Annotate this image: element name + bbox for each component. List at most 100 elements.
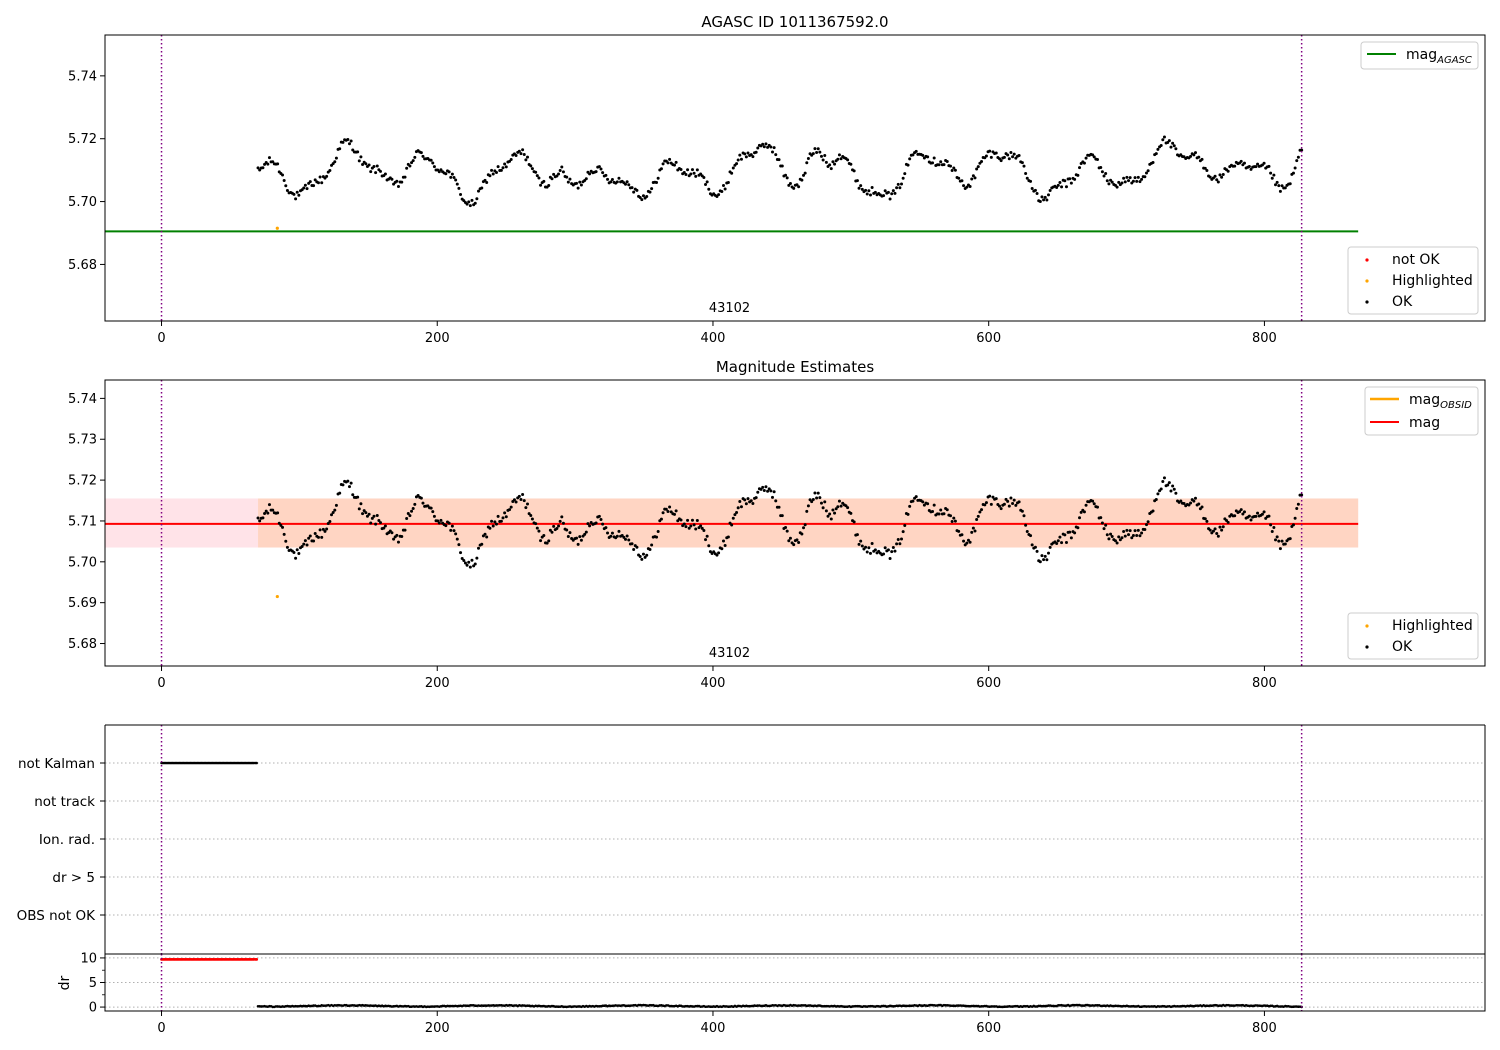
ok-point [1300,493,1304,497]
ok-point [774,499,778,503]
ok-point [1104,523,1108,527]
ok-point [374,171,378,175]
ok-point [846,158,850,162]
ok-point [1025,176,1029,180]
ok-point [1033,188,1037,192]
flagged-point [255,761,258,765]
ok-point [1197,502,1201,506]
ok-point [267,156,271,160]
ok-point [565,175,569,179]
ok-point [690,168,694,172]
ok-point [496,165,500,169]
ok-point [811,497,815,501]
y-tick-label: 5.69 [68,596,97,611]
ok-point [803,523,807,527]
ok-point [1215,531,1219,535]
ok-point [921,153,925,157]
ok-point [903,172,907,176]
ok-point [733,513,737,517]
ok-point [1216,534,1220,538]
ok-point [576,542,580,546]
ok-point [588,172,592,176]
ok-point [1293,516,1297,520]
ok-point [891,189,895,193]
ok-point [460,557,464,561]
ok-point [1045,198,1049,202]
legend-label-not-ok: not OK [1392,252,1440,268]
ok-point [542,179,546,183]
ok-point [1079,510,1083,514]
ok-point [1017,153,1021,157]
ok-point [452,176,456,180]
ok-point [1102,527,1106,531]
ok-point [672,163,676,167]
ok-point [774,153,778,157]
ok-point [413,502,417,506]
ok-point [813,491,817,495]
y-tick-label: 5.74 [68,392,97,407]
ok-point [772,490,776,494]
ok-point [976,514,980,518]
ok-point [282,178,286,182]
ok-point [645,553,649,557]
ok-point [1277,539,1281,543]
ok-point [576,186,580,190]
ok-point [558,519,562,523]
ok-point [815,496,819,500]
ok-point [617,176,621,180]
y-tick-label: 0 [89,1001,97,1016]
ok-point [1270,176,1274,180]
ok-point [1040,554,1044,558]
ok-point [1058,535,1062,539]
ok-point [939,160,943,164]
ok-point [468,565,472,569]
legend-marker-not-ok [1365,258,1369,262]
ok-point [829,167,833,171]
ok-point [893,191,897,195]
ok-point [1014,503,1018,507]
ok-point [467,200,471,204]
ok-point [379,521,383,525]
ok-point [679,518,683,522]
ok-point [1247,514,1251,518]
ok-point [1060,185,1064,189]
x-tick-label: 600 [976,676,1001,691]
ok-point [465,563,469,567]
ok-point [704,538,708,542]
ok-point [1082,510,1086,514]
ok-point [1117,535,1121,539]
ok-point [316,535,320,539]
ok-point [640,198,644,202]
ok-point [1091,499,1095,503]
ok-point [1242,161,1246,165]
ok-point [395,533,399,537]
ok-point [1171,484,1175,488]
x-tick-label: 0 [157,331,165,346]
ok-point [857,186,861,190]
ok-point [547,184,551,188]
ok-point [578,535,582,539]
ok-point [984,501,988,505]
svg-text:magOBSID: magOBSID [1409,392,1472,411]
ok-point [312,539,316,543]
ok-point [338,491,342,495]
ok-point [702,528,706,532]
ok-point [1156,147,1160,151]
ok-point [942,512,946,516]
ok-point [754,150,758,154]
ok-point [328,169,332,173]
ok-point [1174,147,1178,151]
ok-point [890,192,894,196]
ok-point [766,489,770,493]
ok-point [514,500,518,504]
ok-point [1172,487,1176,491]
y-tick-label: 5.72 [68,132,97,147]
ok-point [1048,545,1052,549]
flag-category-label: not track [34,794,95,810]
ok-point [1118,538,1122,542]
ok-point [746,497,750,501]
ok-point [334,503,338,507]
x-tick-label: 0 [157,676,165,691]
ok-point [695,168,699,172]
ok-point [1123,180,1127,184]
